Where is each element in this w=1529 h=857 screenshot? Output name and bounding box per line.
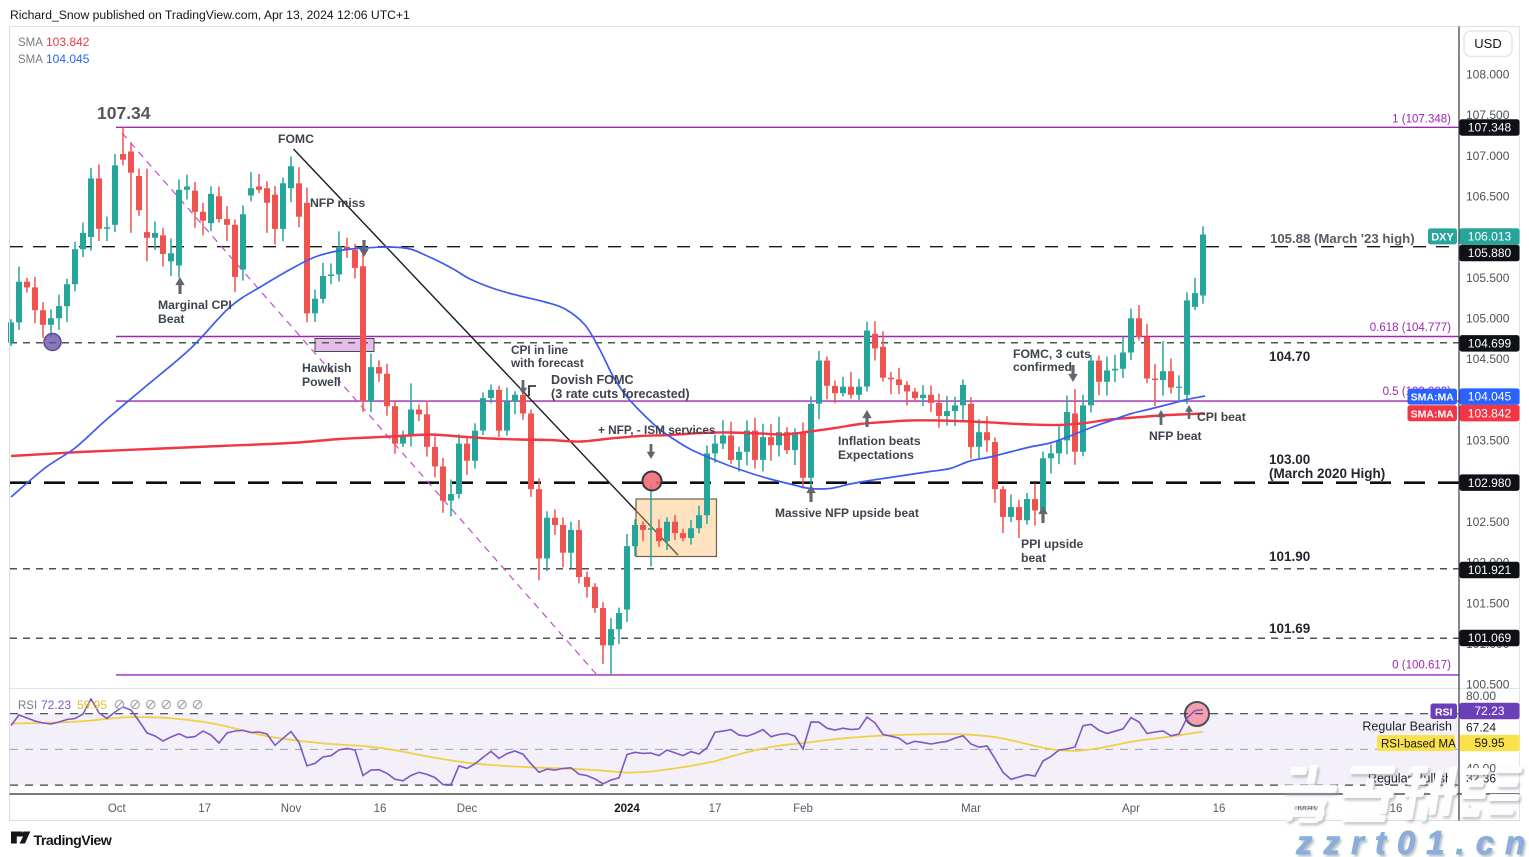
svg-text:CPI beat: CPI beat (1197, 410, 1246, 424)
svg-text:FOMC: FOMC (278, 132, 314, 146)
svg-text:104.500: 104.500 (1466, 352, 1510, 366)
svg-text:TradingView: TradingView (34, 833, 113, 849)
svg-text:101.500: 101.500 (1466, 596, 1510, 610)
svg-text:PPI upside: PPI upside (1021, 537, 1084, 551)
svg-text:+ NFP, - ISM services: + NFP, - ISM services (598, 423, 716, 437)
svg-text:FOMC, 3 cuts: FOMC, 3 cuts (1013, 347, 1091, 361)
svg-text:102.980: 102.980 (1468, 476, 1512, 490)
svg-text:104.699: 104.699 (1468, 337, 1512, 351)
svg-text:105.88 (March '23 high): 105.88 (March '23 high) (1270, 231, 1415, 246)
svg-text:SMA: SMA (18, 37, 43, 49)
svg-text:Richard_Snow published on Trad: Richard_Snow published on TradingView.co… (10, 8, 410, 22)
svg-text:106.013: 106.013 (1468, 230, 1512, 244)
svg-text:Marginal CPI: Marginal CPI (158, 298, 232, 312)
svg-text:Inflation beats: Inflation beats (838, 434, 921, 448)
svg-text:103.842: 103.842 (46, 35, 90, 49)
svg-text:CPI in line: CPI in line (511, 343, 568, 357)
svg-text:104.70: 104.70 (1269, 349, 1310, 364)
svg-text:104.045: 104.045 (46, 52, 90, 66)
svg-text:16: 16 (1390, 803, 1403, 815)
svg-text:101.921: 101.921 (1468, 563, 1512, 577)
svg-text:101.69: 101.69 (1269, 621, 1310, 636)
svg-text:SMA: SMA (18, 54, 43, 66)
svg-text:108.000: 108.000 (1466, 67, 1510, 81)
svg-text:Regular Bearish: Regular Bearish (1362, 720, 1452, 734)
svg-text:(3 rate cuts forecasted): (3 rate cuts forecasted) (551, 387, 690, 401)
svg-text:Feb: Feb (793, 803, 813, 815)
svg-text:Beat: Beat (158, 312, 184, 326)
svg-text:NFP miss: NFP miss (310, 196, 366, 210)
svg-text:SMA:MA: SMA:MA (1411, 392, 1455, 404)
svg-text:with forecast: with forecast (510, 356, 584, 370)
svg-text:59.95: 59.95 (77, 698, 107, 712)
svg-text:Massive NFP upside beat: Massive NFP upside beat (775, 506, 919, 520)
svg-text:zzrt01.cn: zzrt01.cn (1295, 824, 1529, 857)
svg-text:0 (100.617): 0 (100.617) (1392, 660, 1451, 672)
svg-text:RSI: RSI (18, 700, 37, 712)
svg-text:101.90: 101.90 (1269, 549, 1310, 564)
svg-text:103.842: 103.842 (1468, 406, 1512, 420)
svg-text:1 (107.348): 1 (107.348) (1392, 114, 1451, 126)
svg-text:107.000: 107.000 (1466, 149, 1510, 163)
svg-text:Dec: Dec (457, 803, 478, 815)
svg-text:67.24: 67.24 (1466, 721, 1496, 735)
svg-text:16: 16 (1213, 803, 1226, 815)
svg-text:72.23: 72.23 (41, 698, 71, 712)
svg-text:105.500: 105.500 (1466, 271, 1510, 285)
svg-text:(March 2020 High): (March 2020 High) (1269, 466, 1385, 481)
svg-text:17: 17 (198, 803, 211, 815)
svg-text:Dovish FOMC: Dovish FOMC (551, 373, 634, 387)
svg-text:16: 16 (374, 803, 387, 815)
svg-text:zzrt01.cn: zzrt01.cn (1295, 824, 1529, 857)
svg-text:105.880: 105.880 (1468, 246, 1512, 260)
svg-text:Mar: Mar (961, 803, 981, 815)
svg-text:2024: 2024 (614, 803, 640, 815)
svg-text:Oct: Oct (108, 803, 127, 815)
svg-text:103.500: 103.500 (1466, 434, 1510, 448)
svg-text:80.00: 80.00 (1466, 689, 1496, 703)
svg-text:101.069: 101.069 (1468, 631, 1512, 645)
svg-text:RSI: RSI (1435, 706, 1453, 718)
svg-text:107.500: 107.500 (1466, 108, 1510, 122)
svg-text:107.34: 107.34 (97, 103, 151, 123)
svg-text:Expectations: Expectations (838, 448, 914, 462)
svg-text:Nov: Nov (281, 803, 302, 815)
svg-text:confirmed: confirmed (1013, 360, 1072, 374)
svg-text:USD: USD (1474, 36, 1501, 51)
svg-text:Hawkish: Hawkish (302, 361, 351, 375)
svg-text:17: 17 (709, 803, 722, 815)
svg-text:RSI-based MA: RSI-based MA (1381, 738, 1456, 750)
svg-text:103.00: 103.00 (1269, 452, 1310, 467)
svg-text:NFP beat: NFP beat (1149, 429, 1202, 443)
svg-text:72.23: 72.23 (1474, 704, 1504, 718)
svg-text:SMA:MA: SMA:MA (1411, 408, 1455, 420)
svg-text:104.045: 104.045 (1468, 390, 1512, 404)
svg-text:DXY: DXY (1431, 232, 1454, 244)
svg-text:102.500: 102.500 (1466, 515, 1510, 529)
svg-text:105.000: 105.000 (1466, 312, 1510, 326)
svg-text:Apr: Apr (1122, 803, 1140, 815)
svg-text:0.618 (104.777): 0.618 (104.777) (1370, 322, 1451, 334)
svg-text:Powell: Powell (302, 375, 341, 389)
svg-text:59.95: 59.95 (1474, 736, 1504, 750)
svg-text:106.500: 106.500 (1466, 189, 1510, 203)
svg-text:beat: beat (1021, 551, 1046, 565)
svg-text:100.500: 100.500 (1466, 678, 1510, 692)
svg-text:107.348: 107.348 (1468, 121, 1512, 135)
